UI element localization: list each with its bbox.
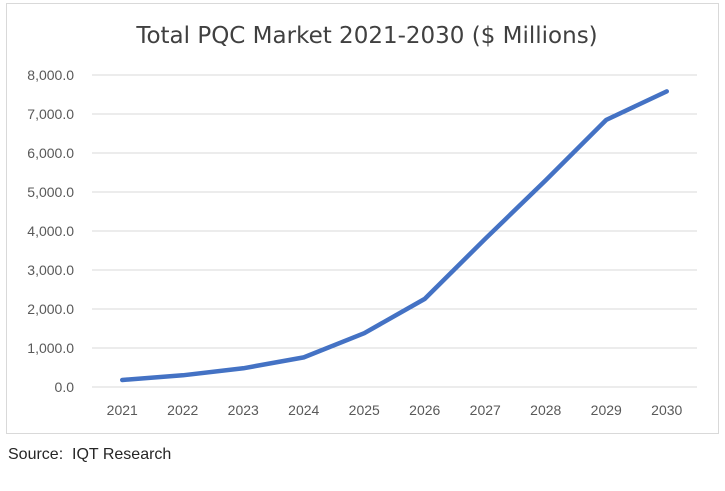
y-tick-label: 6,000.0: [27, 145, 74, 161]
gridlines: [92, 74, 697, 388]
source-note: Source: IQT Research: [8, 446, 172, 463]
x-tick-label: 2024: [288, 402, 319, 418]
x-tick-label: 2026: [409, 402, 440, 418]
chart-title: Total PQC Market 2021-2030 ($ Millions): [135, 23, 597, 49]
x-tick-label: 2028: [530, 402, 561, 418]
y-tick-label: 1,000.0: [27, 340, 74, 356]
x-tick-label: 2023: [228, 402, 259, 418]
x-tick-label: 2021: [107, 402, 138, 418]
y-tick-label: 4,000.0: [27, 223, 74, 239]
x-tick-label: 2025: [349, 402, 380, 418]
y-tick-label: 3,000.0: [27, 262, 74, 278]
y-tick-label: 7,000.0: [27, 106, 74, 122]
x-tick-label: 2029: [591, 402, 622, 418]
x-tick-label: 2022: [167, 402, 198, 418]
x-axis-tick-labels: 2021 2022 2023 2024 2025 2026 2027 2028 2029 2030: [107, 402, 683, 418]
y-axis-tick-labels: 0.0 1,000.0 2,000.0 3,000.0 4,000.0 5,000.0 6,…: [27, 67, 74, 395]
x-tick-label: 2030: [651, 402, 682, 418]
series-group: [120, 89, 669, 383]
y-tick-label: 8,000.0: [27, 67, 74, 83]
y-tick-label: 0.0: [55, 379, 75, 395]
series-line: [120, 89, 669, 383]
line-chart: Total PQC Market 2021-2030 ($ Millions) …: [27, 23, 697, 418]
x-tick-label: 2027: [470, 402, 501, 418]
y-tick-label: 5,000.0: [27, 184, 74, 200]
y-tick-label: 2,000.0: [27, 301, 74, 317]
